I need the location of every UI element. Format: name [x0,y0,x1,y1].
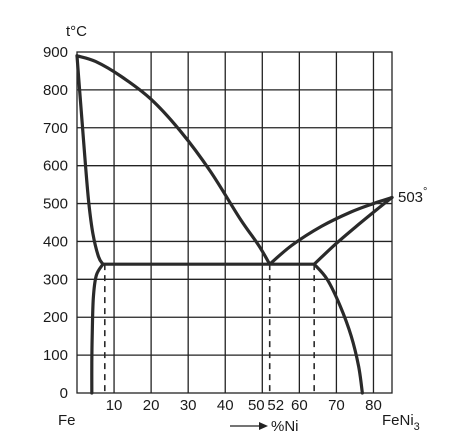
curve-alpha-boundary-low [90,262,105,395]
x-tick-label: 60 [291,397,308,414]
y-tick-label: 200 [43,309,68,326]
annotation-value: 503 [398,189,423,206]
arrow-right-icon [259,422,268,430]
curve-alpha-boundary-high [75,54,105,266]
y-tick-label: 300 [43,271,68,288]
x-tick-labels: 10 20 30 40 50 52 60 70 80 [106,397,382,414]
x-tick-label: 70 [328,397,345,414]
annotation-degree: ° [423,186,427,198]
x-tick-label: 10 [106,397,123,414]
right-end-label-main: FeNi [382,412,414,429]
right-end-label: FeNi3 [382,412,420,433]
curve-right-solvus [312,262,364,395]
x-axis-label: %Ni [271,418,299,435]
right-end-label-sub: 3 [414,421,420,433]
y-axis-label: t°C [66,23,87,40]
left-end-label: Fe [58,412,76,429]
x-tick-label: 52 [267,397,284,414]
grid [76,51,393,394]
x-tick-label: 20 [143,397,160,414]
x-axis-title: %Ni [230,418,299,435]
y-tick-label: 600 [43,158,68,175]
phase-boundaries [75,54,394,395]
y-tick-label: 400 [43,233,68,250]
y-tick-label: 0 [60,385,68,402]
x-tick-label: 30 [180,397,197,414]
x-tick-label: 40 [217,397,234,414]
y-tick-label: 800 [43,82,68,99]
y-tick-label: 100 [43,347,68,364]
dashed-guides [103,264,315,393]
curve-upper-left-liquidus [75,54,272,266]
x-tick-label: 50 [248,397,265,414]
curve-right-upper-boundary [312,195,394,266]
plot-frame [76,51,393,394]
y-tick-label: 700 [43,120,68,137]
annotation-503: 503° [398,186,427,206]
y-tick-label: 900 [43,44,68,61]
curve-right-lower-boundary [268,195,394,266]
y-tick-label: 500 [43,196,68,213]
y-tick-labels: 0 100 200 300 400 500 600 700 800 900 [43,44,68,402]
x-tick-label: 80 [365,397,382,414]
